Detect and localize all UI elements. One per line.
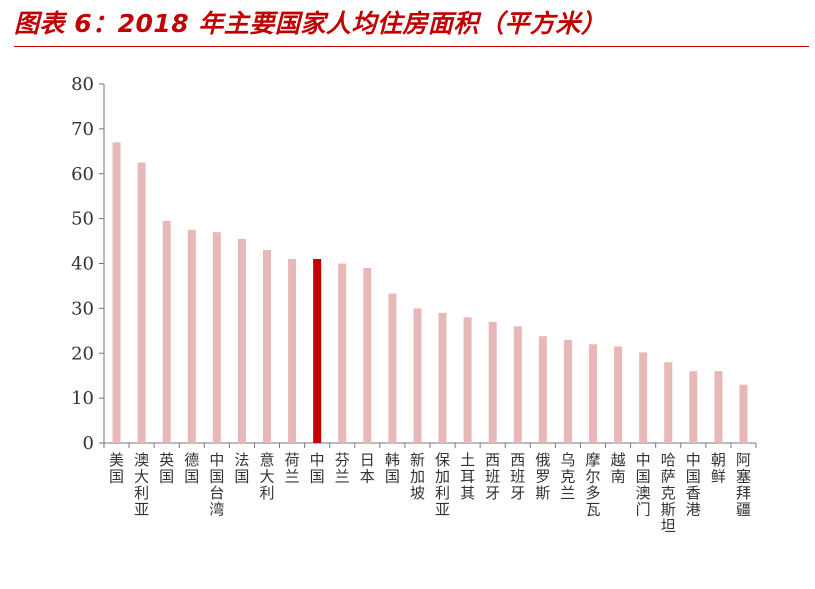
bar — [538, 336, 547, 443]
x-tick-label: 荷兰 — [285, 451, 300, 486]
y-tick-label: 10 — [71, 388, 94, 409]
x-tick-label: 西班牙 — [510, 451, 525, 502]
bar — [388, 293, 397, 443]
y-tick-label: 20 — [71, 343, 94, 364]
x-tick-label: 哈萨克斯坦 — [661, 451, 676, 535]
bar — [413, 308, 422, 443]
x-tick-label: 越南 — [611, 451, 626, 486]
y-tick-label: 60 — [71, 164, 94, 185]
bar — [589, 344, 597, 443]
x-tick-label: 中国 — [310, 451, 325, 486]
bar — [664, 362, 673, 443]
x-tick-label: 中国台湾 — [209, 451, 224, 519]
bar — [137, 162, 146, 443]
bar — [463, 317, 472, 443]
bar — [313, 259, 322, 443]
bar — [614, 346, 623, 443]
x-tick-label: 韩国 — [385, 451, 400, 486]
x-tick-label: 保加利亚 — [435, 451, 450, 519]
bar — [689, 371, 698, 443]
x-tick-label: 美国 — [109, 451, 124, 486]
bar — [212, 232, 221, 443]
x-tick-label: 德国 — [184, 451, 199, 486]
x-tick-label: 新加坡 — [410, 451, 425, 502]
title-divider — [14, 46, 809, 47]
y-tick-label: 80 — [71, 74, 94, 95]
bar — [739, 384, 748, 443]
bar — [639, 352, 648, 443]
x-tick-label: 中国澳门 — [636, 451, 651, 519]
bar — [187, 229, 196, 443]
x-tick-label: 意大利 — [259, 451, 274, 502]
x-tick-label: 中国香港 — [686, 451, 701, 519]
x-tick-label: 日本 — [360, 451, 375, 486]
bar — [162, 220, 171, 443]
x-tick-label: 西班牙 — [485, 451, 500, 502]
bar — [237, 238, 246, 443]
bar — [112, 142, 121, 443]
y-tick-label: 0 — [83, 433, 94, 454]
x-tick-label: 阿塞拜疆 — [736, 451, 751, 519]
x-tick-label: 英国 — [159, 451, 174, 486]
x-tick-label: 澳大利亚 — [134, 451, 149, 519]
x-tick-label: 俄罗斯 — [535, 451, 550, 502]
bar — [288, 259, 297, 443]
bar — [263, 250, 271, 443]
bar — [563, 339, 572, 443]
y-tick-label: 50 — [71, 209, 94, 230]
bar — [338, 263, 347, 443]
bar — [488, 321, 497, 443]
bar — [438, 312, 447, 443]
y-tick-label: 40 — [71, 254, 94, 275]
x-tick-label: 土耳其 — [460, 451, 475, 502]
chart-title: 图表 6：2018 年主要国家人均住房面积（平方米） — [14, 9, 607, 38]
bar — [714, 371, 723, 443]
bar — [363, 267, 372, 443]
x-tick-label: 摩尔多瓦 — [585, 451, 600, 519]
y-tick-label: 70 — [71, 119, 94, 140]
x-tick-label: 芬兰 — [335, 451, 350, 486]
x-tick-label: 法国 — [234, 451, 249, 486]
bar — [513, 326, 522, 443]
y-tick-label: 30 — [71, 298, 94, 319]
x-tick-label: 乌克兰 — [560, 451, 575, 502]
x-tick-label: 朝鲜 — [711, 451, 726, 486]
